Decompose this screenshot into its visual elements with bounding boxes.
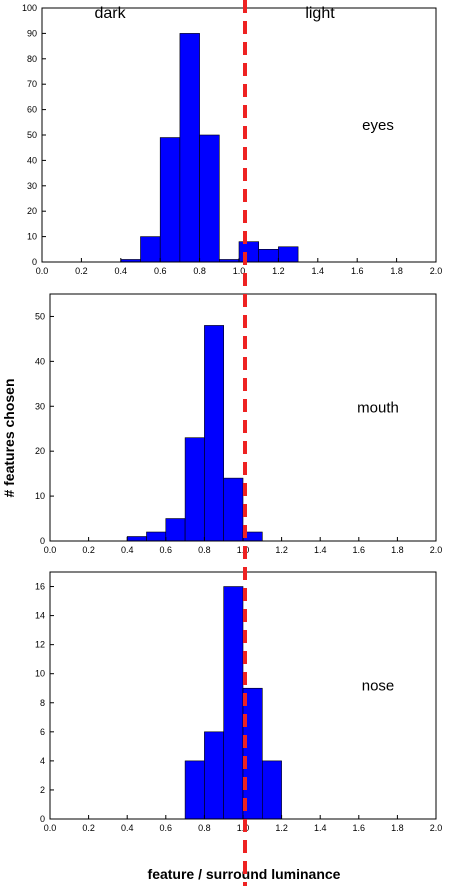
bar-eyes-8 [278, 246, 299, 263]
y-tick-label-mouth-4: 40 [35, 356, 45, 366]
x-tick-label-eyes-1: 0.2 [75, 266, 88, 276]
bar-eyes-7 [258, 249, 279, 263]
x-tick-label-nose-6: 1.2 [275, 823, 288, 833]
x-tick-label-nose-0: 0.0 [44, 823, 57, 833]
x-tick-label-nose-9: 1.8 [391, 823, 404, 833]
y-tick-label-eyes-3: 30 [27, 181, 37, 191]
x-tick-label-eyes-7: 1.4 [312, 266, 325, 276]
x-tick-label-eyes-2: 0.4 [115, 266, 128, 276]
x-tick-label-mouth-2: 0.4 [121, 545, 134, 555]
x-tick-label-eyes-8: 1.6 [351, 266, 364, 276]
panel-label-mouth: mouth [357, 400, 399, 417]
x-tick-label-nose-3: 0.6 [160, 823, 173, 833]
x-tick-label-eyes-4: 0.8 [193, 266, 206, 276]
panel-mouth: 0.00.20.40.60.81.01.21.41.61.82.00102030… [35, 293, 443, 555]
bar-eyes-6 [238, 241, 260, 263]
x-tick-label-nose-1: 0.2 [82, 823, 95, 833]
y-tick-label-eyes-10: 100 [22, 3, 37, 13]
x-tick-label-mouth-1: 0.2 [82, 545, 95, 555]
y-tick-label-nose-1: 2 [40, 785, 45, 795]
bar-eyes-3 [179, 33, 200, 263]
x-tick-label-mouth-3: 0.6 [160, 545, 173, 555]
x-tick-label-mouth-10: 2.0 [430, 545, 443, 555]
y-axis-title: # features chosen [1, 378, 17, 497]
region-label-light: light [305, 5, 335, 22]
region-label-dark: dark [94, 5, 126, 22]
y-tick-label-mouth-5: 50 [35, 311, 45, 321]
panel-label-eyes: eyes [362, 117, 394, 134]
y-tick-label-nose-5: 10 [35, 669, 45, 679]
plot-frame-eyes [41, 7, 437, 263]
panel-label-nose: nose [362, 678, 395, 695]
y-tick-label-eyes-1: 10 [27, 232, 37, 242]
x-tick-label-nose-4: 0.8 [198, 823, 211, 833]
y-tick-label-eyes-2: 20 [27, 206, 37, 216]
bar-eyes-1 [140, 236, 161, 263]
y-tick-label-eyes-9: 90 [27, 28, 37, 38]
bar-nose-1 [204, 731, 224, 820]
y-tick-label-eyes-5: 50 [27, 130, 37, 140]
y-tick-label-nose-6: 12 [35, 640, 45, 650]
y-tick-label-nose-7: 14 [35, 611, 45, 621]
bar-mouth-1 [146, 531, 167, 542]
y-tick-label-eyes-4: 40 [27, 155, 37, 165]
y-tick-label-nose-0: 0 [40, 814, 45, 824]
y-tick-label-nose-4: 8 [40, 698, 45, 708]
y-tick-label-mouth-2: 20 [35, 446, 45, 456]
y-tick-label-mouth-1: 10 [35, 491, 45, 501]
y-tick-label-nose-2: 4 [40, 756, 45, 766]
x-tick-label-mouth-4: 0.8 [198, 545, 211, 555]
x-tick-label-nose-2: 0.4 [121, 823, 134, 833]
x-tick-label-nose-8: 1.6 [353, 823, 366, 833]
x-tick-label-eyes-6: 1.2 [272, 266, 285, 276]
x-tick-label-mouth-6: 1.2 [275, 545, 288, 555]
bar-mouth-0 [126, 536, 147, 542]
bar-eyes-2 [159, 137, 181, 263]
panel-eyes: 0.0 0.2 0.4 0.6 0.8 1.0 1.2 1.4 1.6 1.8 2.0 0 10 20 30… [22, 3, 442, 276]
bar-mouth-4 [204, 325, 224, 542]
x-tick-label-eyes-5: 1.0 [233, 266, 246, 276]
x-tick-label-eyes-9: 1.8 [390, 266, 403, 276]
x-tick-label-mouth-0: 0.0 [44, 545, 57, 555]
panel-nose: 0.00.20.40.60.81.01.21.41.61.82.00246810… [35, 571, 443, 833]
x-tick-label-mouth-7: 1.4 [314, 545, 327, 555]
bar-mouth-2 [165, 518, 186, 542]
bar-mouth-5 [223, 477, 244, 542]
y-tick-label-mouth-3: 30 [35, 401, 45, 411]
y-tick-label-eyes-0: 0 [32, 257, 37, 267]
y-tick-label-eyes-8: 80 [27, 54, 37, 64]
y-tick-label-eyes-7: 70 [27, 79, 37, 89]
x-tick-label-nose-10: 2.0 [430, 823, 443, 833]
y-tick-label-eyes-6: 60 [27, 105, 37, 115]
bar-nose-4 [261, 760, 282, 820]
x-tick-label-eyes-10: 2.0 [430, 266, 443, 276]
x-tick-label-nose-7: 1.4 [314, 823, 327, 833]
x-tick-label-eyes-0: 0.0 [36, 266, 49, 276]
bar-eyes-4 [199, 134, 220, 263]
bar-mouth-3 [184, 437, 205, 542]
bar-nose-2 [223, 586, 244, 820]
x-tick-label-mouth-8: 1.6 [353, 545, 366, 555]
y-tick-label-mouth-0: 0 [40, 536, 45, 546]
bar-nose-0 [184, 760, 205, 820]
x-tick-label-eyes-3: 0.6 [154, 266, 167, 276]
y-tick-label-nose-3: 6 [40, 727, 45, 737]
y-tick-label-nose-8: 16 [35, 582, 45, 592]
x-tick-label-mouth-9: 1.8 [391, 545, 404, 555]
